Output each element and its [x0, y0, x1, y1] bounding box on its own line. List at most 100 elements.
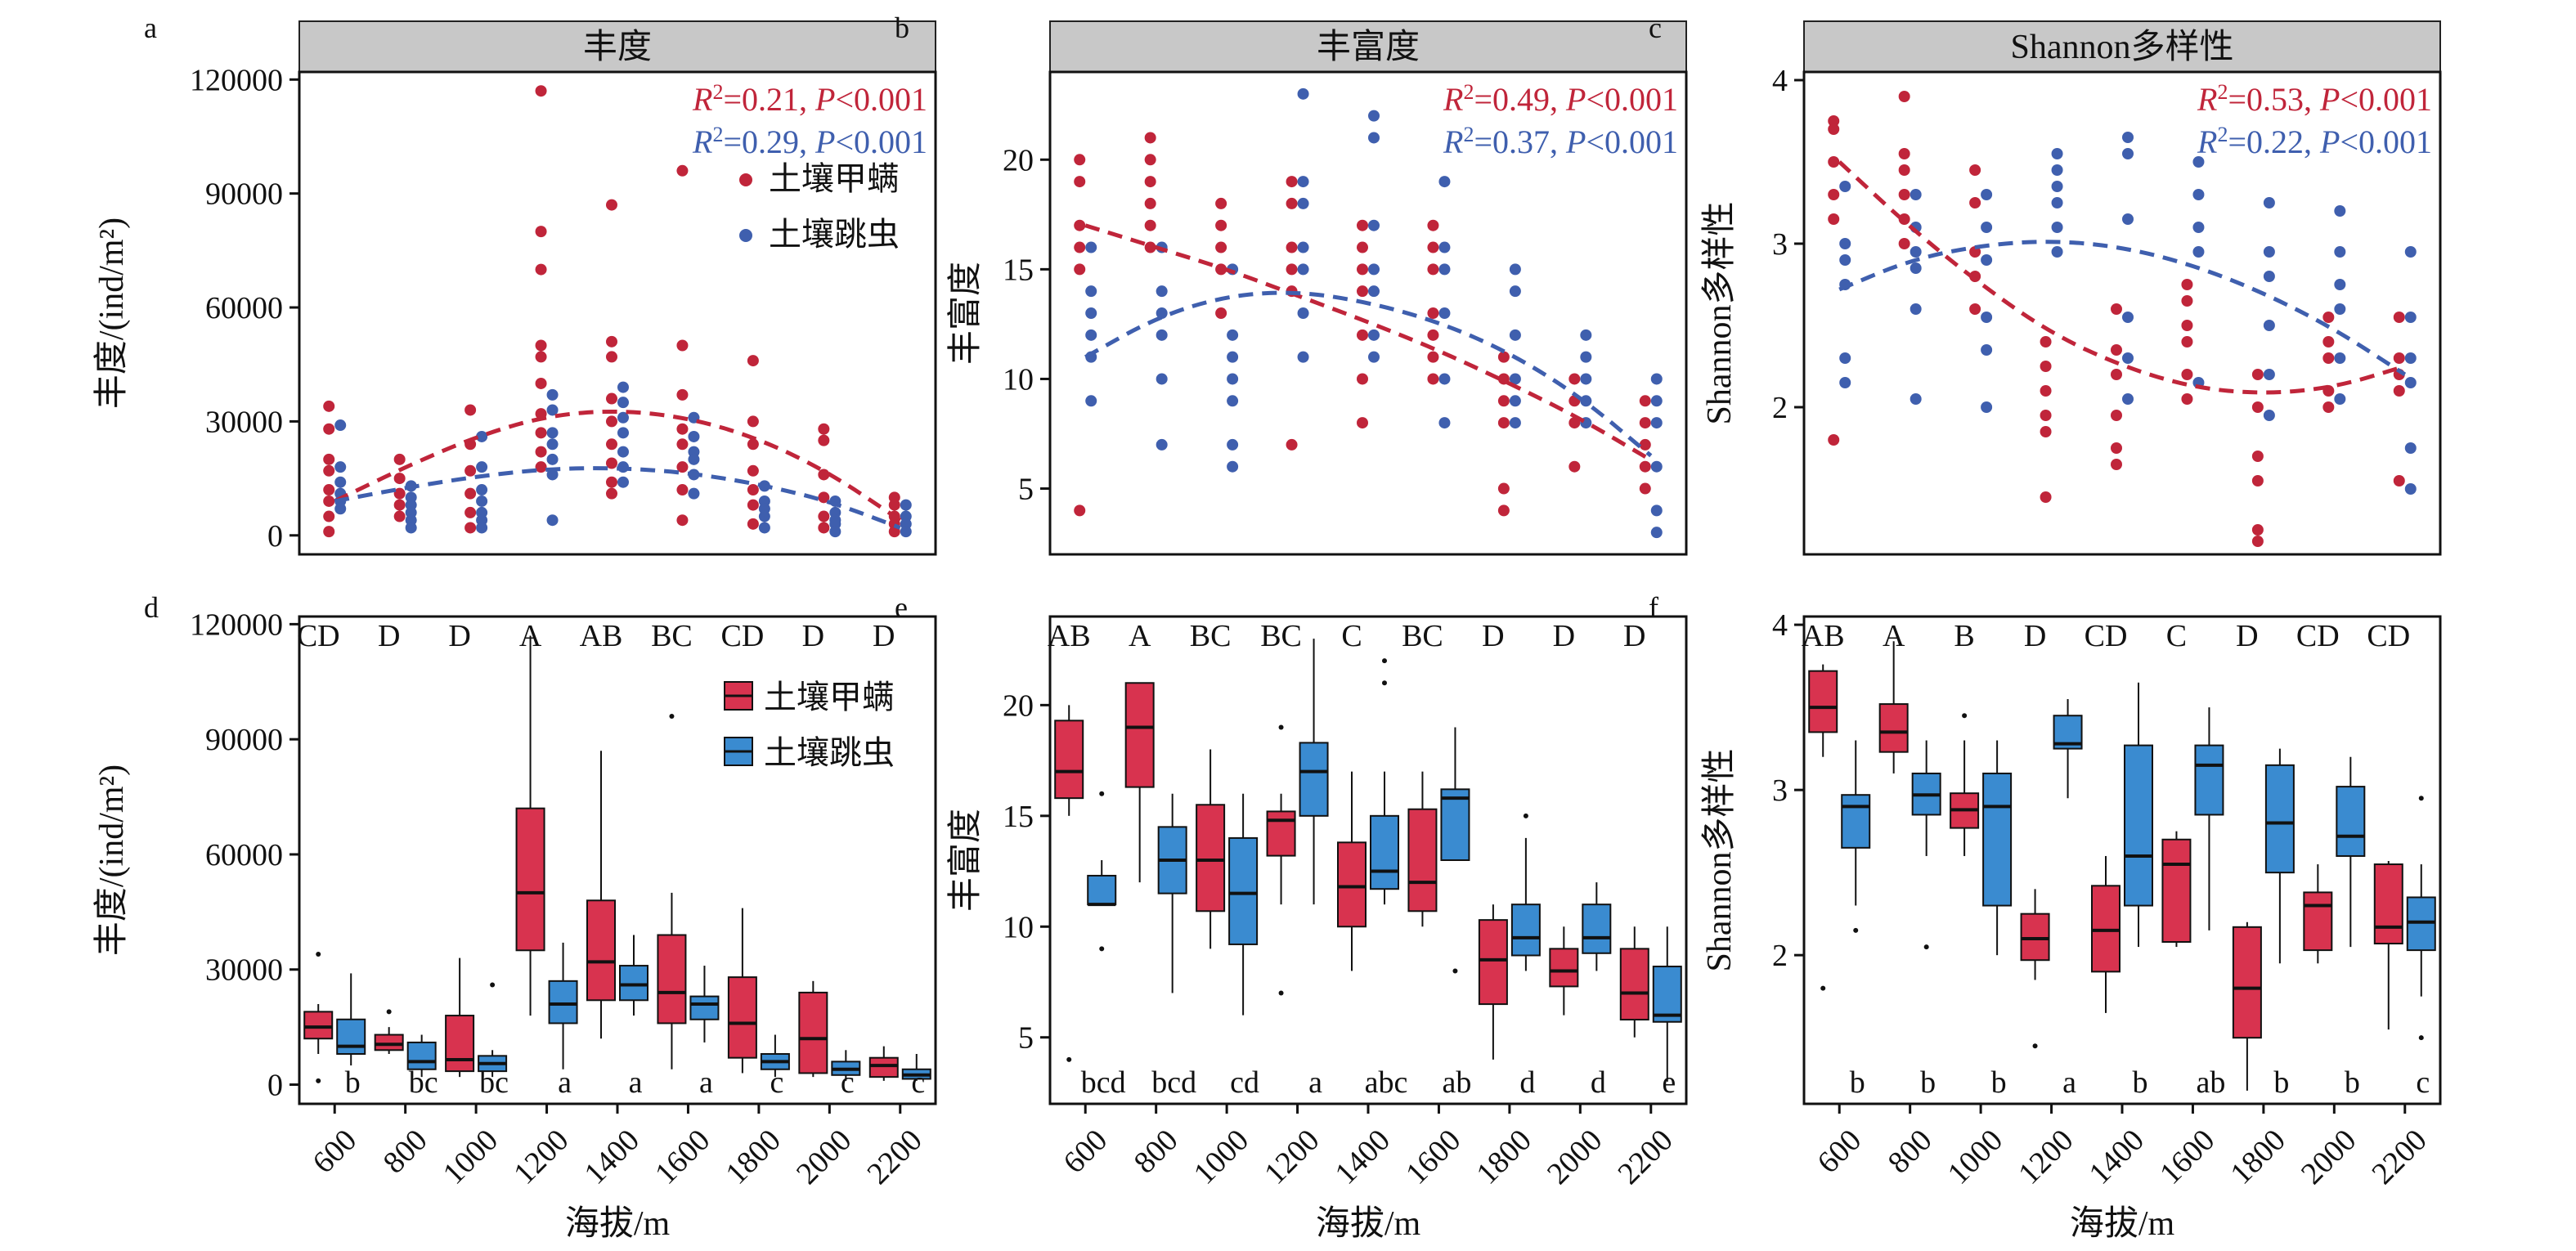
box-body [1196, 804, 1226, 912]
data-point [2051, 246, 2063, 258]
data-point [1580, 351, 1592, 363]
data-point [1368, 132, 1380, 144]
data-point [535, 377, 547, 389]
data-point [1074, 176, 1086, 188]
data-point [1509, 417, 1521, 429]
data-point [323, 423, 335, 435]
data-point [464, 522, 477, 534]
data-point [1144, 197, 1156, 209]
data-point [535, 339, 547, 352]
data-point [1438, 263, 1451, 276]
data-point [606, 351, 617, 363]
data-point [1227, 373, 1239, 385]
data-point [323, 495, 335, 507]
box-body [1652, 966, 1682, 1023]
data-point [1981, 222, 1993, 233]
data-point [476, 430, 488, 442]
data-point [617, 381, 629, 393]
data-point [1438, 176, 1451, 188]
springtail-group-letter: b [1920, 1065, 1936, 1100]
p-symbol: P [2319, 123, 2340, 160]
data-point [1286, 241, 1298, 253]
data-point [1368, 219, 1380, 231]
box-outlier [2032, 1043, 2038, 1049]
panel-e: e 5 10 15 20 丰富度 600 800 1000 1200 1400 1600 1800 200… [895, 591, 1688, 1243]
data-point [747, 438, 759, 451]
data-point [2404, 442, 2417, 454]
data-point [1910, 189, 1922, 200]
superscript-2: 2 [1463, 123, 1474, 146]
y-tick-label: 60000 [205, 838, 283, 872]
legend-label-springtail: 土壤跳虫 [769, 216, 900, 253]
springtail-group-letter: b [2273, 1065, 2289, 1100]
mite-group-letter: D [2024, 619, 2046, 653]
mite-group-letter: CD [2085, 619, 2128, 653]
fit-curve [334, 409, 902, 522]
data-point [334, 419, 347, 432]
panel-strip [298, 20, 936, 73]
box-outlier [1820, 985, 1826, 991]
box-body [1440, 788, 1470, 861]
mite-group-letter: BC [1260, 619, 1302, 653]
data-point [2404, 312, 2417, 323]
x-tick-label: 1600 [2153, 1123, 2221, 1190]
data-point [2122, 132, 2134, 143]
data-point [476, 461, 488, 473]
y-axis-title: 丰富度 [946, 262, 985, 365]
data-point [900, 526, 912, 538]
springtail-group-letter: b [1850, 1065, 1865, 1100]
data-point [1497, 504, 1510, 517]
data-point [1357, 285, 1368, 298]
p-value: <0.001 [2340, 81, 2432, 118]
p-value: <0.001 [835, 81, 927, 118]
data-point [2334, 352, 2346, 364]
data-point [1297, 197, 1309, 209]
data-point [1828, 213, 1840, 225]
y-tick-label: 4 [1772, 608, 1788, 643]
y-tick-label: 90000 [205, 177, 283, 212]
x-tick-label: 2200 [860, 1123, 928, 1190]
fit-curve [1084, 223, 1653, 462]
data-point [1227, 438, 1239, 451]
mite-group-letter: CD [720, 619, 764, 653]
x-tick-label: 2200 [2365, 1123, 2433, 1190]
r2-value: =0.53, [2228, 81, 2320, 118]
data-point [818, 434, 830, 446]
box-body [2124, 744, 2153, 907]
data-point [606, 487, 617, 500]
data-point [2122, 213, 2134, 225]
r2-value: =0.49, [1474, 81, 1566, 118]
box-body [727, 976, 757, 1059]
data-point [606, 476, 617, 488]
data-point [2251, 475, 2264, 486]
y-axis-title: Shannon多样性 [1701, 201, 1739, 424]
box-body [2194, 744, 2224, 816]
data-point [2051, 164, 2063, 176]
data-point [1839, 352, 1851, 364]
data-point [617, 476, 629, 488]
x-tick-label: 1800 [2224, 1123, 2291, 1190]
springtail-group-letter: bcd [1081, 1065, 1126, 1100]
box-outlier [1382, 680, 1387, 686]
data-point [2322, 352, 2335, 364]
box-body [586, 899, 616, 1002]
data-point [758, 510, 770, 522]
data-point [1156, 285, 1168, 298]
data-point [1156, 307, 1168, 319]
data-point [1580, 373, 1592, 385]
data-point [1639, 460, 1651, 473]
mite-group-letter: C [2166, 619, 2187, 653]
springtail-group-letter: ab [1443, 1065, 1472, 1100]
springtail-group-letter: d [1591, 1065, 1606, 1100]
data-point [1639, 417, 1651, 429]
data-point [1427, 241, 1439, 253]
data-point [323, 510, 335, 522]
data-point [323, 400, 335, 412]
data-point [1509, 285, 1521, 298]
mite-group-letter: D [378, 619, 400, 653]
data-point [2111, 344, 2122, 356]
data-point [1969, 303, 1981, 315]
springtail-group-letter: c [770, 1065, 783, 1100]
x-tick-label: 800 [377, 1123, 434, 1180]
data-point [2181, 369, 2193, 380]
